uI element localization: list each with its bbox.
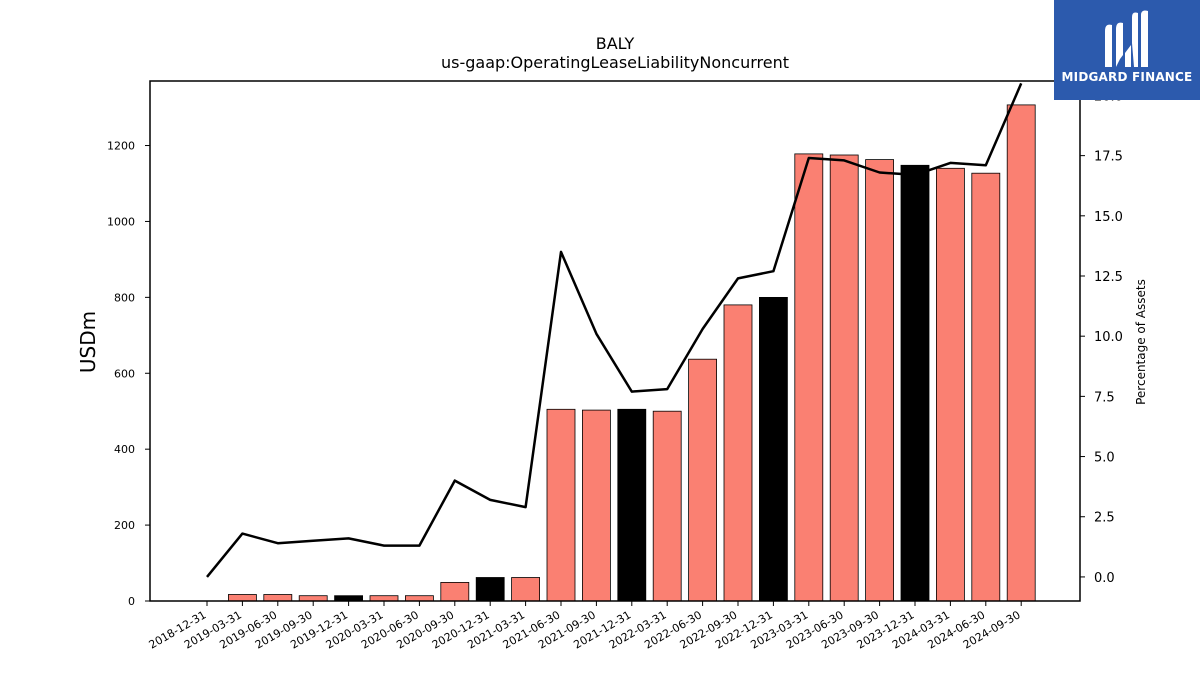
y-tick-label: 400 [114, 443, 135, 456]
brand-logo: MIDGARD FINANCE [1054, 0, 1200, 100]
plot-frame [149, 80, 1081, 602]
bar-2019-03-31 [227, 594, 257, 602]
bar-2021-09-30 [582, 409, 611, 602]
line-layer [206, 82, 1023, 578]
chart-subtitle: us-gaap:OperatingLeaseLiabilityNoncurren… [441, 53, 789, 72]
y2-tick-label: 10.0 [1094, 330, 1123, 345]
bar-2020-12-31 [475, 577, 505, 602]
bars-layer [227, 104, 1036, 602]
bar-2023-12-31 [900, 164, 930, 602]
bar-2020-06-30 [404, 595, 434, 602]
y2-tick-label: 12.5 [1094, 270, 1123, 285]
bar-2023-09-30 [865, 159, 894, 602]
bar-2020-03-31 [369, 595, 399, 602]
bar-2022-06-30 [688, 358, 717, 602]
y-axis-label: USDm [76, 311, 100, 373]
y2-tick-label: 15.0 [1094, 210, 1123, 225]
y-tick-label: 200 [114, 519, 135, 532]
bar-2019-09-30 [298, 595, 328, 602]
bar-2019-06-30 [263, 594, 293, 602]
bar-2024-09-30 [1006, 104, 1036, 602]
bar-2022-03-31 [652, 410, 682, 602]
bar-2021-06-30 [546, 408, 576, 602]
bar-2021-12-31 [617, 408, 647, 602]
y-tick-label: 1200 [107, 140, 135, 153]
bar-2023-03-31 [794, 153, 824, 602]
y-tick-label: 0 [128, 595, 135, 608]
bar-2024-03-31 [936, 167, 965, 602]
bar-2024-06-30 [971, 172, 1001, 602]
y2-axis-label: Percentage of Assets [1134, 279, 1148, 405]
bar-2022-12-31 [759, 296, 788, 602]
bar-2020-09-30 [440, 582, 470, 602]
bar-2019-12-31 [334, 595, 364, 602]
y-tick-label: 800 [114, 291, 135, 304]
y-tick-label: 1000 [107, 215, 135, 228]
y2-tick-label: 2.5 [1094, 511, 1115, 526]
bar-2022-09-30 [723, 304, 753, 602]
y-tick-label: 600 [114, 367, 135, 380]
y2-tick-label: 7.5 [1094, 390, 1115, 405]
midgard-logo-icon [1105, 10, 1148, 68]
y2-tick-label: 17.5 [1094, 150, 1123, 165]
bar-2021-03-31 [511, 577, 541, 602]
y2-tick-label: 5.0 [1094, 451, 1115, 466]
brand-name: MIDGARD FINANCE [1061, 70, 1193, 84]
chart-title: BALY [596, 34, 635, 53]
bar-2023-06-30 [829, 154, 859, 602]
y2-tick-label: 0.0 [1094, 571, 1115, 586]
percentage-line [206, 82, 1023, 578]
